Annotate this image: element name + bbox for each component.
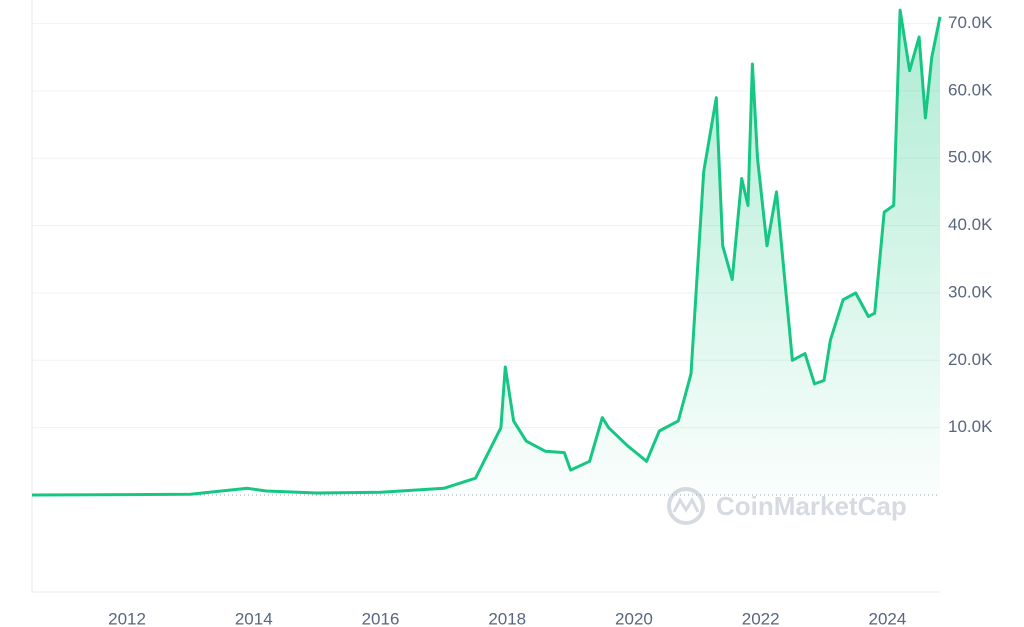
area <box>32 10 940 495</box>
watermark-text: CoinMarketCap <box>716 491 907 521</box>
price-line <box>31 8 942 497</box>
watermark: CoinMarketCap <box>667 487 907 525</box>
y-tick-label: 50.0K <box>948 148 993 167</box>
x-tick-label: 2014 <box>235 609 273 627</box>
x-tick-label: 2012 <box>108 609 146 627</box>
x-tick-label: 2022 <box>742 609 780 627</box>
x-tick-label: 2020 <box>615 609 653 627</box>
watermark-logo-mark <box>672 496 700 513</box>
y-tick-label: 20.0K <box>948 350 993 369</box>
y-tick-label: 10.0K <box>948 417 993 436</box>
x-tick-label: 2018 <box>488 609 526 627</box>
y-tick-label: 60.0K <box>948 80 993 99</box>
x-tick-label: 2024 <box>868 609 906 627</box>
y-tick-label: 70.0K <box>948 13 993 32</box>
x-tick-label: 2016 <box>362 609 400 627</box>
y-tick-label: 30.0K <box>948 282 993 301</box>
y-tick-label: 40.0K <box>948 215 993 234</box>
